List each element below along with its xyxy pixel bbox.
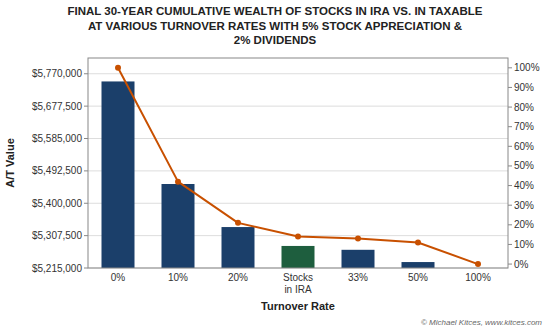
tick-label: 100% — [514, 62, 540, 73]
annotation: © Michael Kitces, www.kitces.com — [421, 318, 542, 327]
marks — [102, 65, 482, 268]
tick-label: 40% — [514, 180, 534, 191]
tick-label: 30% — [514, 200, 534, 211]
y-axis-left: $5,215,000 $5,307,500 $5,400,000 $5,492,500… — [32, 68, 88, 273]
grid-line — [88, 170, 508, 171]
x-axis: 0% 10% 20% Stocksin IRA 33% 50% 100% — [111, 272, 491, 295]
line-marker — [175, 179, 181, 185]
bar — [162, 184, 195, 268]
tick-label: 90% — [514, 82, 534, 93]
tick-mark — [84, 235, 88, 236]
tick-mark — [84, 170, 88, 171]
bar — [222, 227, 255, 268]
grid — [88, 74, 508, 268]
line-marker — [115, 65, 121, 71]
y-axis-right: 0% 10% 20% 30% 40% 50% 60% 70% 80% 90% 100% — [508, 62, 540, 269]
tick-mark — [84, 73, 88, 74]
tick-label: $5,492,500 — [32, 165, 82, 176]
bar — [402, 262, 435, 268]
line-marker — [475, 261, 481, 267]
line — [118, 68, 478, 264]
grid-line — [88, 106, 508, 107]
tick-label: $5,215,000 — [32, 263, 82, 274]
bar — [342, 250, 375, 268]
tick-label: 0% — [111, 272, 126, 283]
bar — [282, 246, 315, 268]
chart: $5,215,000 $5,307,500 $5,400,000 $5,492,500… — [0, 0, 550, 330]
tick-label: 70% — [514, 121, 534, 132]
tick-label: 50% — [408, 272, 428, 283]
tick-mark — [84, 203, 88, 204]
tick-label: $5,307,500 — [32, 230, 82, 241]
tick-mark — [508, 224, 512, 225]
title: FINAL 30-YEAR CUMULATIVE WEALTH OF STOCK… — [67, 5, 482, 46]
grid-line — [88, 138, 508, 139]
tick-mark — [508, 205, 512, 206]
tick-mark — [508, 185, 512, 186]
line-marker — [295, 234, 301, 240]
tick-mark — [508, 165, 512, 166]
line-marker — [235, 220, 241, 226]
tick-label: $5,585,000 — [32, 133, 82, 144]
tick-label: 10% — [168, 272, 188, 283]
tick-label: 20% — [514, 219, 534, 230]
plot-frame — [88, 58, 508, 268]
tick-label: Stocksin IRA — [283, 272, 313, 295]
tick-label: $5,770,000 — [32, 68, 82, 79]
grid-line — [88, 203, 508, 204]
tick-mark — [508, 87, 512, 88]
tick-label: 80% — [514, 102, 534, 113]
tick-label: 20% — [228, 272, 248, 283]
tick-mark — [84, 106, 88, 107]
tick-mark — [508, 264, 512, 265]
y-axis-label: A/T Value — [4, 138, 16, 188]
line-marker — [415, 239, 421, 245]
tick-label: 10% — [514, 239, 534, 250]
line-marker — [355, 236, 361, 242]
tick-mark — [508, 107, 512, 108]
tick-label: 33% — [348, 272, 368, 283]
tick-mark — [84, 268, 88, 269]
x-axis-label: Turnover Rate — [261, 300, 335, 312]
tick-label: $5,400,000 — [32, 198, 82, 209]
tick-mark — [508, 67, 512, 68]
grid-line — [88, 73, 508, 74]
tick-mark — [508, 126, 512, 127]
chart-container: $5,215,000 $5,307,500 $5,400,000 $5,492,500… — [0, 0, 550, 330]
bar — [102, 81, 135, 268]
tick-mark — [508, 146, 512, 147]
tick-label: 50% — [514, 160, 534, 171]
tick-mark — [84, 138, 88, 139]
tick-label: $5,677,500 — [32, 101, 82, 112]
tick-label: 0% — [514, 259, 529, 270]
tick-label: 60% — [514, 141, 534, 152]
tick-label: 100% — [465, 272, 491, 283]
tick-mark — [508, 244, 512, 245]
